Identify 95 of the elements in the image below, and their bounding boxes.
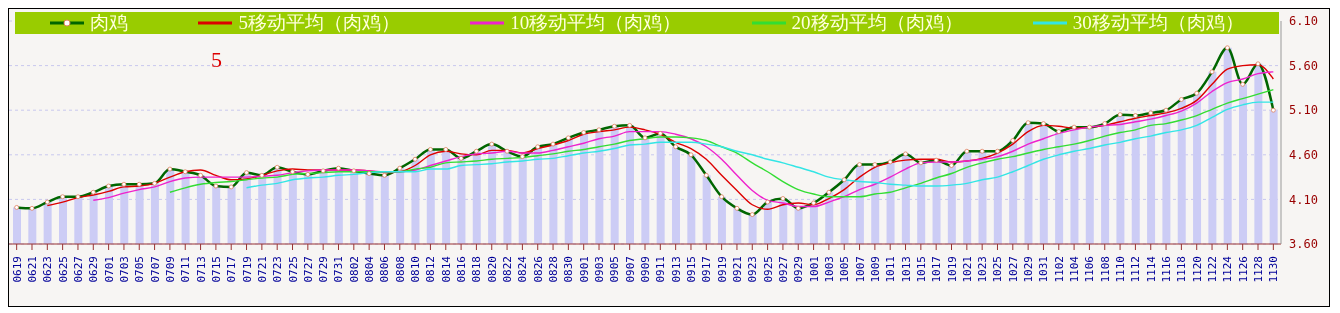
x-tick-label: 0625 <box>56 256 70 283</box>
x-tick-label: 1003 <box>822 256 836 283</box>
x-tick-label: 1021 <box>960 256 974 283</box>
x-tick-label: 0929 <box>792 256 806 283</box>
x-tick-label: 0901 <box>577 256 591 283</box>
x-tick-label: 1106 <box>1083 256 1097 283</box>
x-tick-label: 1122 <box>1206 256 1220 283</box>
x-tick-label: 1118 <box>1175 256 1189 283</box>
x-tick-label: 1110 <box>1114 256 1128 283</box>
x-tick-label: 0707 <box>148 256 162 283</box>
y-tick-label: 6.10 <box>1289 14 1318 29</box>
legend-label: 肉鸡 <box>90 11 129 35</box>
x-tick-label: 0731 <box>332 256 346 283</box>
x-tick-label: 0917 <box>700 256 714 283</box>
x-tick-label: 1009 <box>868 256 882 283</box>
x-tick-label: 0806 <box>378 256 392 283</box>
x-tick-label: 1104 <box>1068 255 1082 283</box>
x-tick-label: 0629 <box>87 256 101 283</box>
x-tick-label: 0703 <box>117 256 131 283</box>
x-tick-label: 1102 <box>1052 256 1066 283</box>
x-tick-label: 0903 <box>593 256 607 283</box>
x-tick-label: 1120 <box>1190 256 1204 283</box>
x-tick-label: 0913 <box>669 256 683 283</box>
x-tick-label: 0804 <box>363 255 377 283</box>
x-tick-label: 0709 <box>163 256 177 283</box>
x-tick-label: 1128 <box>1252 256 1266 283</box>
x-tick-label: 1124 <box>1221 255 1235 283</box>
x-tick-label: 0911 <box>654 256 668 283</box>
x-tick-label: 1114 <box>1144 255 1158 283</box>
x-tick-label: 0816 <box>455 256 469 283</box>
x-tick-label: 0820 <box>485 256 499 283</box>
x-tick-label: 1031 <box>1037 256 1051 283</box>
legend-label: 5移动平均（肉鸡） <box>238 11 400 35</box>
y-tick-label: 5.10 <box>1289 103 1318 118</box>
x-tick-label: 1019 <box>945 256 959 283</box>
x-tick-label: 0812 <box>424 256 438 283</box>
x-tick-label: 1027 <box>1006 256 1020 283</box>
x-tick-label: 1025 <box>991 256 1005 283</box>
x-tick-label: 0623 <box>41 256 55 283</box>
x-tick-label: 0802 <box>347 256 361 283</box>
x-tick-label: 1108 <box>1098 256 1112 283</box>
x-tick-label: 1001 <box>807 256 821 283</box>
x-tick-label: 1005 <box>838 256 852 283</box>
x-tick-label: 0824 <box>516 255 530 283</box>
x-tick-label: 1015 <box>914 256 928 283</box>
x-tick-label: 0705 <box>133 256 147 283</box>
x-tick-label: 0927 <box>776 256 790 283</box>
x-tick-label: 1116 <box>1160 256 1174 283</box>
x-tick-label: 0810 <box>409 256 423 283</box>
x-tick-label: 0921 <box>730 256 744 283</box>
x-tick-label: 0715 <box>209 256 223 283</box>
annotation: 5 <box>211 47 222 73</box>
x-tick-label: 1017 <box>930 256 944 283</box>
x-tick-label: 0925 <box>761 256 775 283</box>
x-tick-label: 0915 <box>684 256 698 283</box>
x-tick-label: 1023 <box>976 256 990 283</box>
legend-label: 10移动平均（肉鸡） <box>510 11 682 35</box>
x-tick-label: 0905 <box>608 256 622 283</box>
x-tick-label: 0723 <box>271 256 285 283</box>
x-tick-label: 0719 <box>240 256 254 283</box>
legend-label: 30移动平均（肉鸡） <box>1072 11 1244 35</box>
x-tick-label: 0923 <box>746 256 760 283</box>
x-tick-label: 0721 <box>255 256 269 283</box>
x-tick-label: 0808 <box>393 256 407 283</box>
x-tick-label: 0818 <box>470 256 484 283</box>
x-tick-label: 0713 <box>194 256 208 283</box>
x-tick-label: 0814 <box>439 255 453 283</box>
x-tick-label: 0909 <box>639 256 652 283</box>
legend-label: 20移动平均（肉鸡） <box>791 11 963 35</box>
x-tick-label: 0627 <box>71 256 85 283</box>
x-tick-label: 1112 <box>1129 256 1143 283</box>
x-tick-label: 0619 <box>10 256 24 283</box>
y-tick-label: 3.60 <box>1289 237 1318 252</box>
x-tick-label: 0711 <box>179 256 193 283</box>
x-tick-label: 0701 <box>102 256 116 283</box>
x-tick-label: 0907 <box>623 256 637 283</box>
x-tick-label: 0725 <box>286 256 300 283</box>
x-tick-label: 0830 <box>562 256 576 283</box>
x-tick-label: 1130 <box>1267 256 1281 283</box>
x-tick-label: 1126 <box>1236 256 1250 283</box>
x-tick-label: 0717 <box>225 256 239 283</box>
x-tick-label: 1013 <box>899 256 913 283</box>
x-tick-label: 1011 <box>884 256 898 283</box>
x-tick-label: 0621 <box>25 256 39 283</box>
x-tick-label: 0828 <box>547 256 561 283</box>
x-tick-label: 0727 <box>301 256 315 283</box>
x-tick-label: 0822 <box>501 256 515 283</box>
y-tick-label: 5.60 <box>1289 58 1318 73</box>
x-tick-label: 1029 <box>1022 256 1036 283</box>
x-tick-label: 0919 <box>715 256 729 283</box>
x-tick-label: 0729 <box>317 256 331 283</box>
x-tick-label: 1007 <box>853 256 867 283</box>
y-tick-label: 4.10 <box>1289 192 1318 207</box>
x-tick-label: 0826 <box>531 256 545 283</box>
y-tick-label: 4.60 <box>1289 148 1318 163</box>
